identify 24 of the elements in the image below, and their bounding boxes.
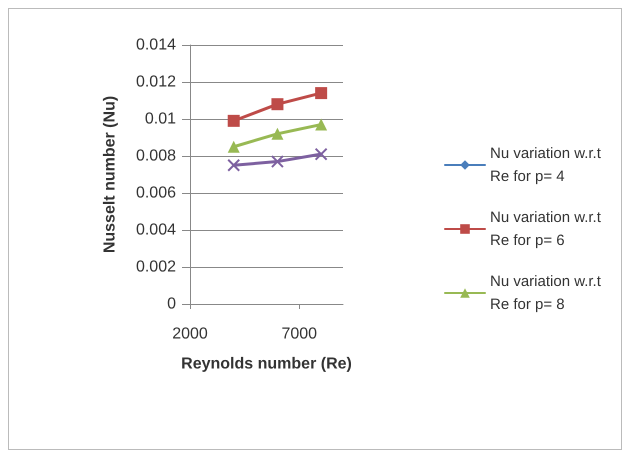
legend-label: Nu variation w.r.t Re for p= 4 [490, 145, 606, 185]
point [315, 118, 328, 131]
point [271, 98, 284, 110]
y-tick-label: 0.014 [136, 36, 176, 54]
point [228, 114, 240, 127]
y-tick-label: 0.006 [136, 184, 176, 202]
y-axis-title: Nusselt number (Nu) [102, 96, 118, 254]
legend-label: Nu variation w.r.t Re for p= 8 [490, 273, 606, 313]
y-tick-label: 0 [167, 296, 176, 312]
x-axis-title: Reynolds number (Re) [181, 356, 352, 372]
y-tick-label: 0.012 [136, 74, 176, 90]
y-tick-label: 0.004 [136, 222, 176, 238]
x-tick-label: 7000 [281, 326, 318, 342]
point [315, 87, 328, 100]
point [270, 155, 284, 168]
point [228, 140, 240, 153]
y-tick-label: 0.002 [136, 258, 176, 276]
x-tick-label: 2000 [172, 326, 208, 342]
point [271, 128, 284, 140]
y-tick-label: 0.008 [136, 148, 176, 164]
point [227, 158, 240, 172]
y-tick-label: 0.01 [144, 110, 176, 128]
legend-label: Nu variation w.r.t Re for p= 6 [490, 209, 606, 249]
point [314, 148, 328, 161]
